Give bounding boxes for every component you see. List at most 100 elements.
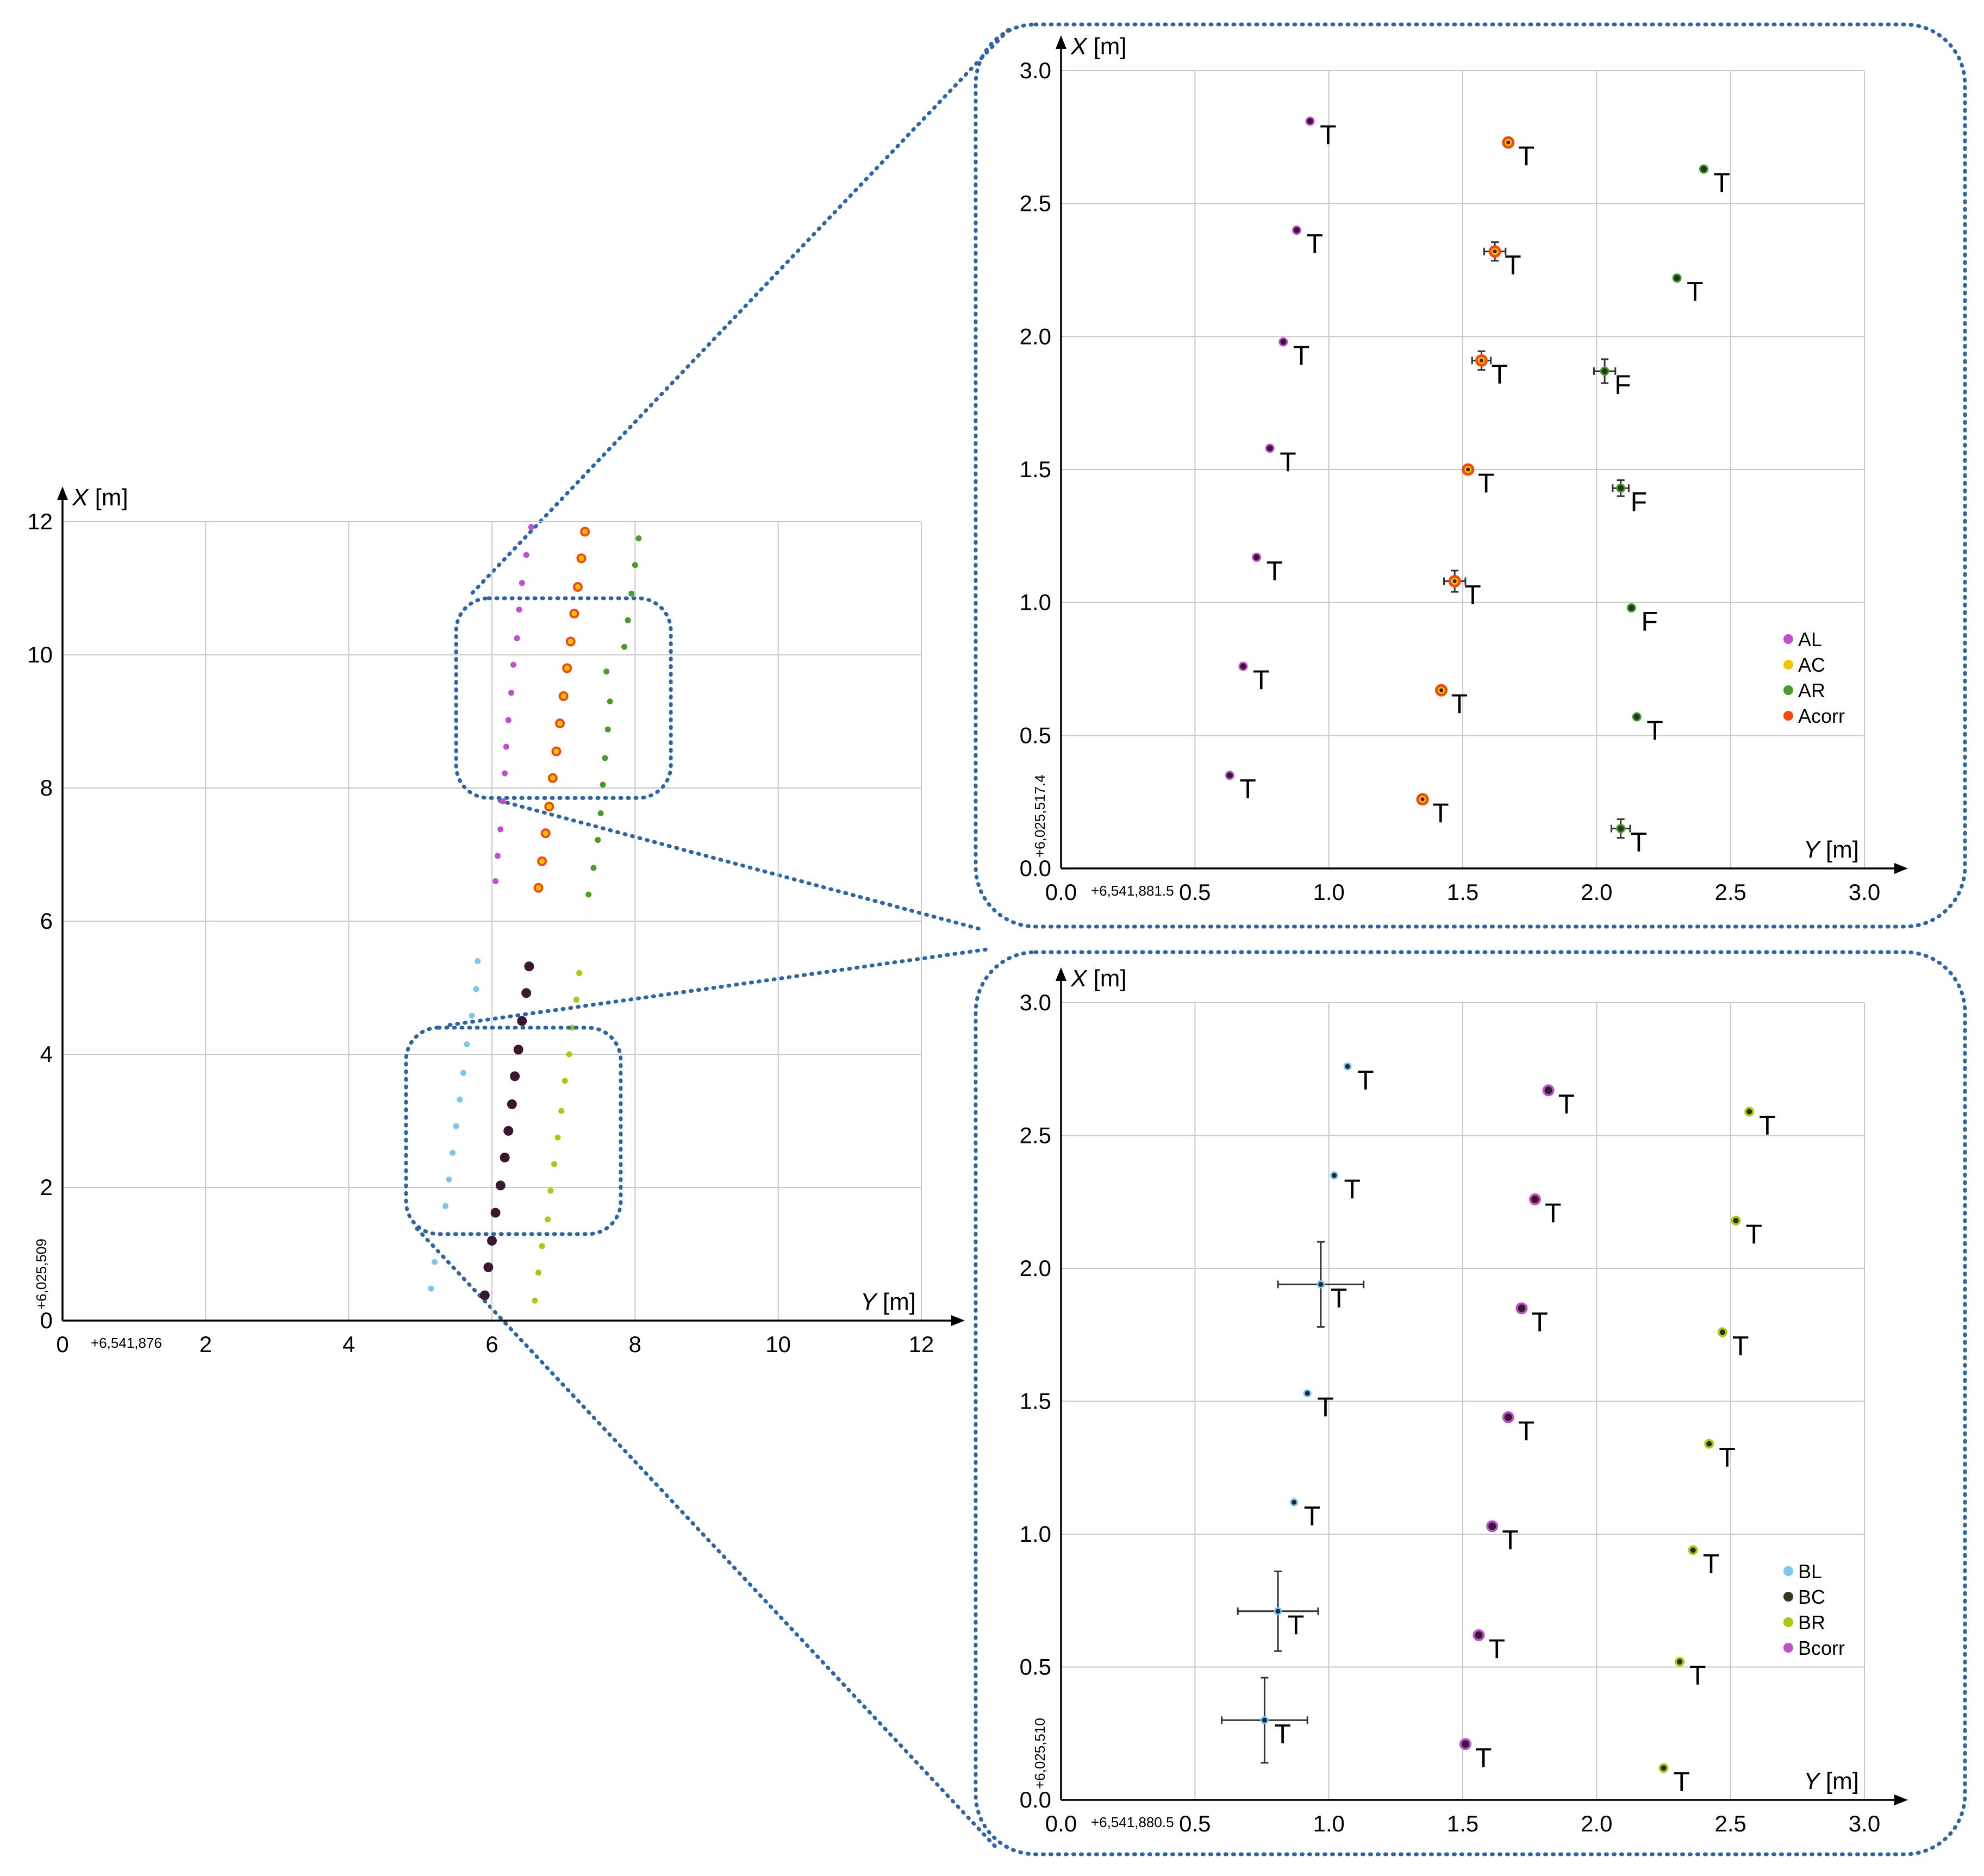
data-point-bc bbox=[1459, 1738, 1471, 1750]
data-point-al bbox=[1252, 552, 1262, 562]
point-flag-label: T bbox=[1432, 798, 1449, 828]
x-tick-label: 4 bbox=[342, 1331, 355, 1357]
data-point-acorr bbox=[537, 856, 547, 866]
point-flag-label: T bbox=[1357, 1065, 1374, 1095]
data-point-al bbox=[516, 606, 522, 613]
y-tick-label: 1.5 bbox=[1020, 1389, 1051, 1414]
data-point-ar bbox=[607, 698, 613, 705]
legend-swatch-al bbox=[1783, 634, 1793, 644]
point-flag-label: T bbox=[1317, 1392, 1334, 1422]
y-axis-label: X [m] bbox=[72, 484, 128, 511]
data-point-br bbox=[551, 1161, 558, 1167]
point-flag-label: F bbox=[1631, 486, 1648, 517]
legend-swatch-ar bbox=[1783, 685, 1793, 695]
data-point-bl bbox=[1290, 1498, 1299, 1506]
x-axis-label: Y [m] bbox=[860, 1289, 916, 1315]
data-point-bc bbox=[1542, 1084, 1555, 1097]
legend-swatch-br bbox=[1783, 1617, 1793, 1627]
data-point-al bbox=[514, 635, 520, 641]
data-point-ar bbox=[602, 755, 608, 761]
data-point-bcorr bbox=[507, 1099, 517, 1109]
point-flag-label: T bbox=[1759, 1110, 1776, 1140]
point-flag-label: T bbox=[1719, 1442, 1736, 1473]
data-point-bc bbox=[1473, 1629, 1485, 1641]
data-point-al bbox=[1278, 337, 1288, 347]
data-point-ar bbox=[585, 891, 592, 898]
data-point-br bbox=[1731, 1215, 1741, 1225]
data-point-ar bbox=[1616, 824, 1626, 834]
data-point-bc bbox=[1515, 1302, 1528, 1315]
data-point-ar bbox=[621, 643, 628, 650]
x-tick-label: 1.5 bbox=[1447, 879, 1478, 905]
data-point-bl bbox=[446, 1176, 452, 1183]
y-offset-label: +6,025,510 bbox=[1032, 1718, 1048, 1789]
data-point-core bbox=[1452, 579, 1457, 584]
y-axis-label: X [m] bbox=[1070, 33, 1127, 60]
data-point-al bbox=[528, 524, 534, 530]
y-tick-label: 4 bbox=[40, 1041, 53, 1067]
point-flag-label: T bbox=[1674, 1766, 1690, 1797]
data-point-ar bbox=[597, 810, 604, 817]
zoom-region-box bbox=[454, 596, 673, 800]
point-flag-label: T bbox=[1331, 1283, 1347, 1313]
data-point-bcorr bbox=[487, 1236, 497, 1246]
x-axis-label: Y [m] bbox=[1804, 836, 1859, 863]
data-point-bl bbox=[475, 958, 481, 964]
data-point-acorr bbox=[562, 663, 572, 673]
point-flag-label: T bbox=[1288, 1610, 1305, 1640]
point-flag-label: T bbox=[1703, 1548, 1720, 1579]
y-tick-label: 3.0 bbox=[1020, 58, 1051, 83]
point-flag-label: T bbox=[1489, 1634, 1506, 1664]
data-point-acorr bbox=[576, 553, 587, 564]
data-point-al bbox=[495, 853, 501, 859]
point-flag-label: T bbox=[1689, 1660, 1706, 1691]
data-point-acorr bbox=[573, 582, 583, 592]
data-point-br bbox=[1717, 1327, 1727, 1337]
point-flag-label: T bbox=[1475, 1742, 1492, 1773]
data-point-bl bbox=[1330, 1171, 1339, 1180]
y-tick-label: 0.0 bbox=[1020, 1787, 1051, 1812]
y-tick-label: 0.0 bbox=[1020, 855, 1051, 881]
y-axis-arrow bbox=[1056, 967, 1066, 981]
data-point-bcorr bbox=[500, 1152, 510, 1162]
x-tick-label: 0.0 bbox=[1045, 879, 1077, 905]
zoom-panel-frame bbox=[974, 22, 1967, 929]
data-point-bc bbox=[1502, 1411, 1514, 1423]
point-flag-label: F bbox=[1641, 606, 1658, 636]
point-flag-label: F bbox=[1614, 370, 1631, 400]
point-flag-label: T bbox=[1239, 774, 1256, 804]
legend-label-bc: BC bbox=[1798, 1586, 1825, 1608]
data-point-bcorr bbox=[521, 988, 532, 998]
data-point-acorr bbox=[555, 718, 565, 729]
x-tick-label: 6 bbox=[485, 1331, 498, 1357]
data-point-bl bbox=[453, 1123, 459, 1129]
data-point-al bbox=[497, 826, 504, 833]
data-point-al bbox=[1225, 771, 1234, 780]
legend-label-bl: BL bbox=[1798, 1560, 1822, 1583]
y-tick-label: 3.0 bbox=[1020, 990, 1051, 1015]
data-point-bcorr bbox=[490, 1208, 501, 1218]
data-point-ar bbox=[600, 781, 606, 788]
data-point-br bbox=[1688, 1545, 1698, 1555]
data-point-al bbox=[505, 717, 511, 723]
data-point-al bbox=[510, 661, 516, 668]
point-flag-label: T bbox=[1491, 359, 1508, 389]
zoom-connector-line bbox=[497, 798, 983, 931]
y-tick-label: 6 bbox=[40, 908, 53, 934]
data-point-ar bbox=[632, 562, 638, 568]
y-tick-label: 0.5 bbox=[1020, 1654, 1051, 1680]
data-point-bl bbox=[428, 1285, 434, 1292]
x-tick-label: 1.5 bbox=[1447, 1811, 1478, 1836]
x-offset-label: +6,541,881.5 bbox=[1091, 883, 1174, 899]
data-point-ar bbox=[1672, 273, 1682, 283]
x-tick-label: 2.5 bbox=[1714, 1811, 1746, 1836]
data-point-bcorr bbox=[524, 961, 534, 972]
data-point-bl bbox=[1343, 1062, 1352, 1071]
y-tick-label: 10 bbox=[27, 642, 53, 667]
y-axis-label: X [m] bbox=[1070, 965, 1127, 992]
y-tick-label: 2.0 bbox=[1020, 1255, 1051, 1281]
data-point-br bbox=[545, 1216, 551, 1223]
data-point-bc bbox=[1529, 1193, 1542, 1205]
x-axis-arrow bbox=[1894, 1794, 1908, 1805]
